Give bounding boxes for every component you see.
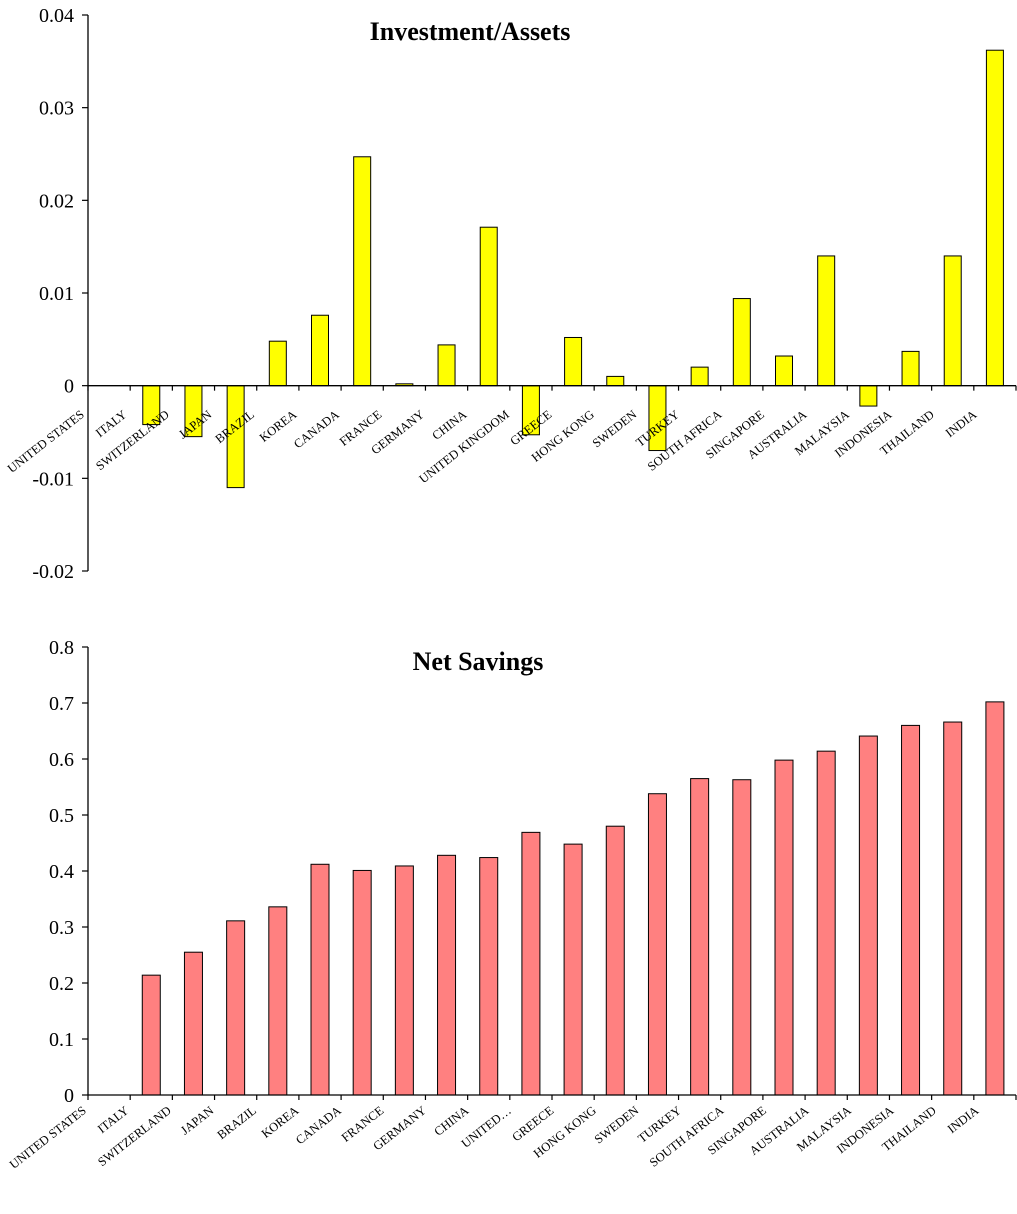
bar-hong-kong bbox=[606, 375, 625, 387]
bar-series bbox=[141, 701, 1005, 1096]
bar-turkey bbox=[690, 366, 709, 387]
x-tick-label: CANADA bbox=[293, 1103, 344, 1147]
bar-indonesia bbox=[901, 350, 920, 387]
bar-korea bbox=[311, 314, 329, 387]
bar-turkey bbox=[690, 778, 710, 1096]
bar-japan bbox=[226, 920, 246, 1096]
x-tick-label: UNITED STATES bbox=[7, 1103, 89, 1171]
bar-india bbox=[985, 49, 1004, 387]
bar-italy bbox=[141, 974, 161, 1096]
bar-france bbox=[394, 865, 414, 1096]
y-tick-label: 0.01 bbox=[39, 283, 74, 305]
bar-korea bbox=[310, 863, 330, 1096]
bar-south-africa bbox=[732, 298, 751, 387]
bar-switzerland bbox=[183, 951, 203, 1096]
bar-indonesia bbox=[901, 724, 921, 1096]
x-tick-label: SWITZERLAND bbox=[95, 1103, 174, 1169]
bar-canada bbox=[352, 869, 372, 1096]
y-tick-label: -0.02 bbox=[32, 561, 74, 583]
y-tick-label: 0.4 bbox=[49, 861, 74, 883]
bar-australia bbox=[816, 750, 836, 1096]
bar-canada bbox=[353, 156, 372, 387]
bar-malaysia bbox=[859, 385, 878, 407]
chart-title: Net Savings bbox=[413, 647, 544, 676]
x-tick-label: INDIA bbox=[945, 1103, 982, 1136]
x-tick-label: INDIA bbox=[943, 407, 980, 440]
y-tick-label: 0.2 bbox=[49, 973, 74, 995]
axes bbox=[87, 647, 1017, 1100]
net-savings-chart: Net Savings 0.8 0.7 0.6 0.5 0.4 0.3 0.2 0.1 0 UN… bbox=[7, 637, 1017, 1172]
x-tick-label: SOUTH AFRICA bbox=[647, 1103, 727, 1169]
bar-india bbox=[985, 701, 1005, 1096]
chart-title: Investment/Assets bbox=[370, 17, 571, 46]
x-tick-label: BRAZIL bbox=[215, 1103, 259, 1142]
bar-malaysia bbox=[858, 735, 878, 1096]
bar-germany bbox=[437, 854, 457, 1096]
bar-germany bbox=[437, 344, 456, 387]
y-tick-label: 0.03 bbox=[39, 98, 74, 120]
bar-greece bbox=[563, 843, 583, 1096]
x-tick-label: UNITED STATES bbox=[5, 407, 87, 475]
bar-singapore bbox=[774, 759, 794, 1096]
y-tick-label: 0 bbox=[64, 1085, 74, 1107]
x-tick-label: SWEDEN bbox=[590, 407, 640, 450]
bar-brazil bbox=[268, 340, 287, 387]
y-tick-label: 0.7 bbox=[49, 693, 74, 715]
y-axis-ticks: 0.04 0.03 0.02 0.01 0 -0.01 -0.02 bbox=[32, 5, 88, 583]
bar-sweden bbox=[647, 793, 667, 1096]
bar-china bbox=[479, 226, 498, 387]
bar-hong-kong bbox=[605, 825, 625, 1096]
y-axis-ticks: 0.8 0.7 0.6 0.5 0.4 0.3 0.2 0.1 0 bbox=[49, 637, 88, 1107]
y-tick-label: 0.04 bbox=[39, 5, 74, 27]
bar-china bbox=[479, 857, 499, 1096]
investment-assets-chart: Investment/Assets 0.04 0.03 0.02 0.01 0 -0.01… bbox=[5, 5, 1017, 583]
y-tick-label: 0 bbox=[64, 376, 74, 398]
bar-singapore bbox=[775, 355, 793, 387]
bar-brazil bbox=[268, 906, 288, 1096]
y-tick-label: 0.02 bbox=[39, 190, 74, 212]
x-tick-label: ITALY bbox=[95, 1103, 131, 1136]
x-tick-label: JAPAN bbox=[178, 1103, 216, 1137]
bar-series bbox=[142, 49, 1004, 489]
axes bbox=[87, 15, 1017, 571]
bar-thailand bbox=[943, 255, 962, 387]
x-tick-label: CANADA bbox=[291, 407, 342, 451]
bar-australia bbox=[817, 255, 836, 387]
x-tick-label: ITALY bbox=[93, 407, 129, 440]
y-tick-label: 0.3 bbox=[49, 917, 74, 939]
y-tick-label: 0.5 bbox=[49, 805, 74, 827]
x-tick-label: SWITZERLAND bbox=[93, 407, 172, 473]
x-tick-label: SWEDEN bbox=[592, 1103, 642, 1146]
bar-united bbox=[521, 831, 541, 1096]
y-tick-label: 0.6 bbox=[49, 749, 74, 771]
y-tick-label: 0.1 bbox=[49, 1029, 74, 1051]
y-tick-label: 0.8 bbox=[49, 637, 74, 659]
bar-greece bbox=[564, 336, 583, 387]
y-tick-label: -0.01 bbox=[32, 468, 74, 490]
bar-thailand bbox=[943, 721, 963, 1096]
bar-south-africa bbox=[732, 779, 752, 1096]
